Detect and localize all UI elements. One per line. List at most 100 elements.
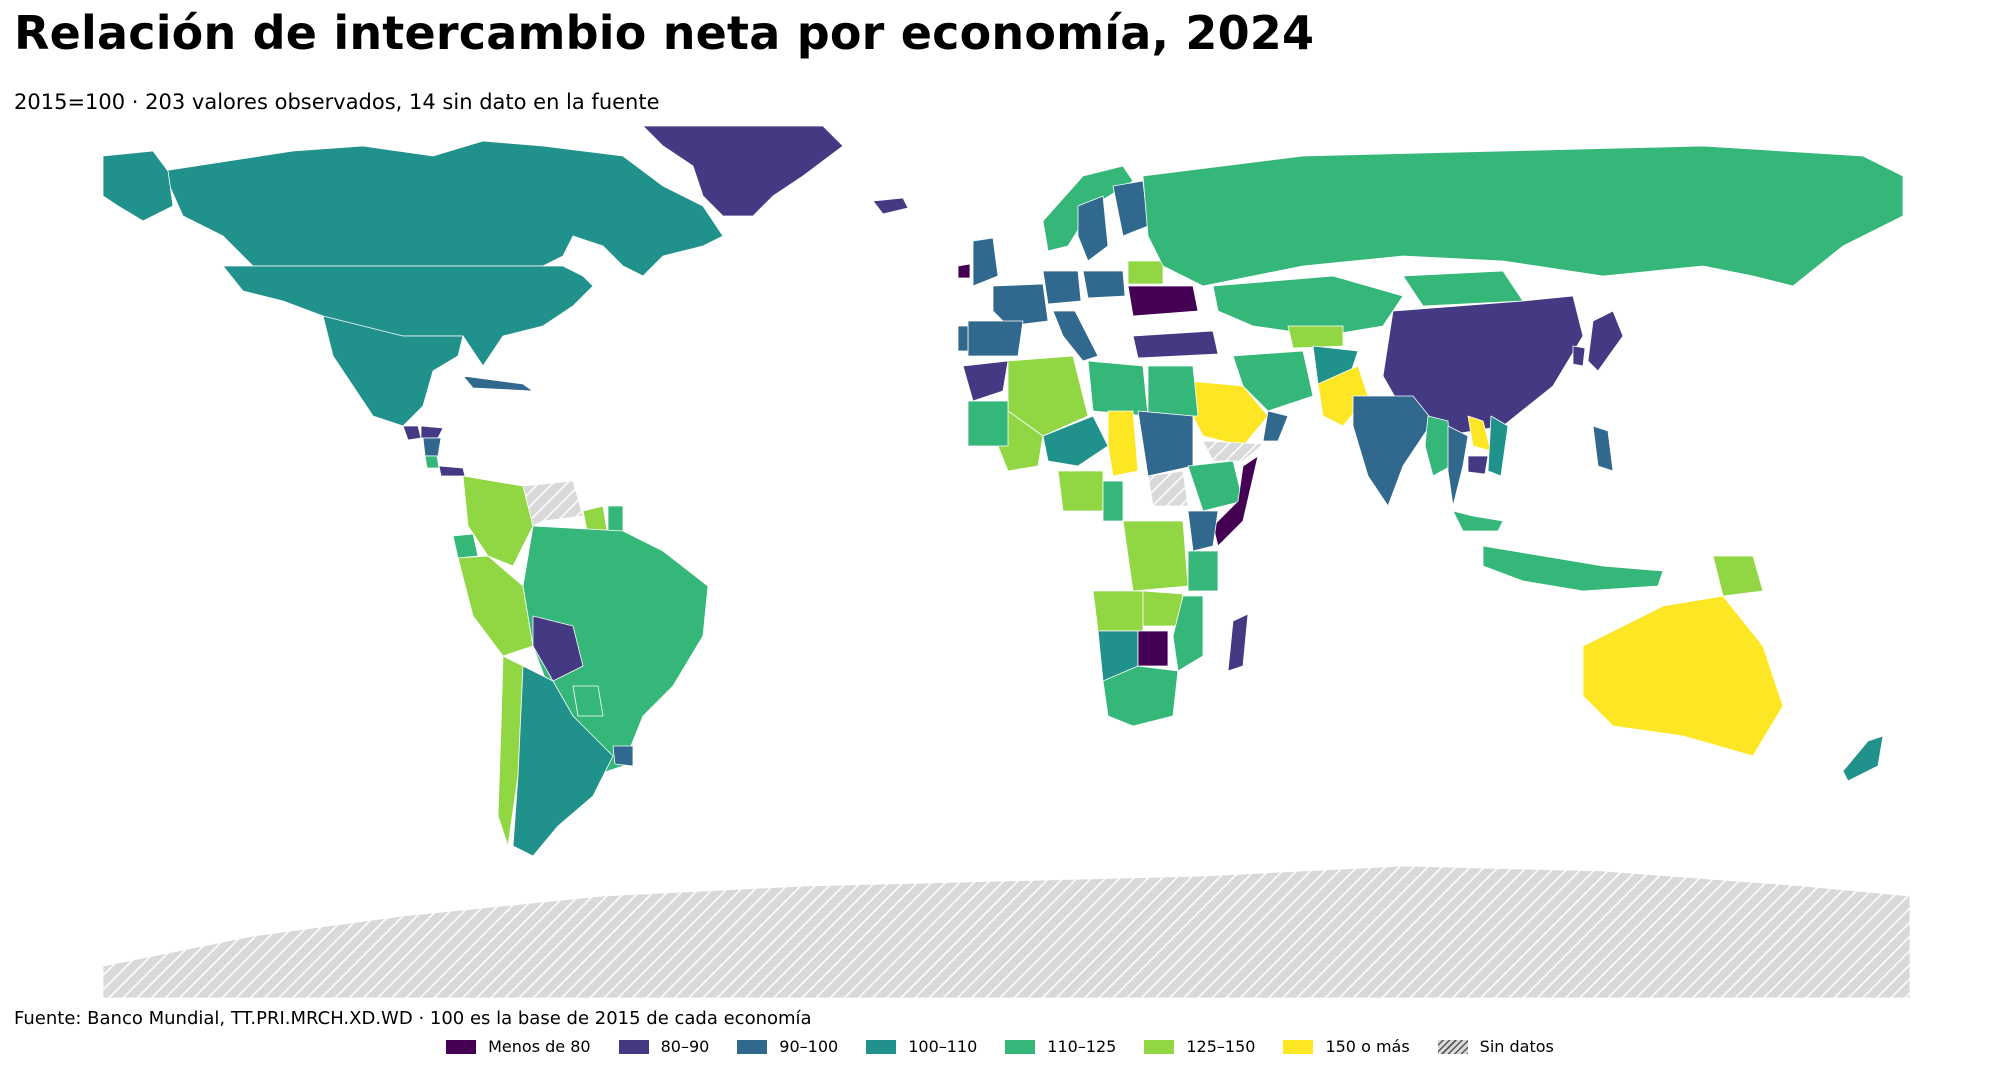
map-region-japan (1587, 310, 1624, 372)
map-region-mozambique (1172, 595, 1204, 672)
source-note: Fuente: Banco Mundial, TT.PRI.MRCH.XD.WD… (14, 1008, 812, 1029)
map-region-belarus (1127, 260, 1164, 285)
map-region-argentina (512, 665, 614, 857)
legend-label: 125–150 (1186, 1037, 1256, 1056)
map-region-ireland (957, 263, 971, 279)
map-region-ukraine (1127, 285, 1199, 317)
map-region-sudan (1137, 410, 1194, 477)
map-region-australia (1582, 595, 1784, 757)
map-region-niger (1042, 415, 1109, 467)
legend-label: Sin datos (1479, 1037, 1554, 1056)
map-region-dr-congo (1122, 520, 1189, 592)
legend-label: 80–90 (660, 1037, 710, 1056)
map-region-united-kingdom (972, 237, 999, 287)
map-region-thailand (1447, 425, 1469, 507)
map-region-united-states (222, 265, 594, 367)
map-region-malaysia (1452, 510, 1504, 532)
map-region-morocco (962, 360, 1009, 402)
legend-item: 150 o más (1283, 1037, 1410, 1056)
legend-item: 80–90 (618, 1037, 710, 1056)
map-region-france (992, 283, 1049, 327)
map-region-kazakhstan (1212, 275, 1404, 337)
map-region-antarctica (103, 865, 1910, 998)
map-region-botswana (1137, 630, 1169, 667)
map-region-egypt (1147, 365, 1199, 417)
map-region-yemen (1202, 440, 1264, 462)
map-region-nicaragua (422, 437, 442, 457)
map-region-chad (1107, 410, 1139, 477)
map-region-turkey (1132, 330, 1219, 359)
map-region-iceland (872, 197, 909, 215)
map-region-madagascar (1227, 613, 1249, 672)
map-region-poland (1082, 270, 1126, 299)
map-region-papua-new-guinea (1712, 555, 1764, 597)
map-region-china (1382, 295, 1584, 437)
map-region-south-korea (1572, 345, 1586, 367)
map-region-greenland (642, 126, 844, 217)
legend-swatch (446, 1039, 477, 1054)
map-region-iran (1232, 350, 1314, 412)
map-region-new-zealand (1842, 735, 1884, 782)
map-region-uzbekistan (1287, 325, 1344, 349)
map-region-honduras (420, 425, 444, 439)
map-region-south-sudan (1147, 470, 1189, 507)
map-region-paraguay (572, 685, 604, 717)
map-region-cuba (462, 375, 534, 392)
map-region-vietnam (1487, 415, 1509, 477)
map-region-sweden (1077, 195, 1109, 262)
legend-swatch (1005, 1039, 1036, 1054)
map-region-germany (1042, 270, 1082, 305)
legend-item: 100–110 (866, 1037, 977, 1056)
map-region-philippines (1592, 425, 1614, 472)
map-region-peru (457, 555, 534, 657)
map-region-indonesia (1482, 545, 1664, 592)
legend-label: Menos de 80 (488, 1037, 591, 1056)
map-region-finland (1112, 180, 1149, 237)
map-region-mexico (322, 315, 464, 427)
chart-title: Relación de intercambio neta por economí… (14, 6, 1315, 60)
map-region-mongolia (1402, 270, 1524, 307)
legend-item: Sin datos (1437, 1037, 1554, 1056)
map-region-ecuador (452, 533, 479, 559)
legend-swatch (737, 1039, 768, 1054)
map-region-uruguay (612, 745, 634, 767)
legend-label: 100–110 (908, 1037, 978, 1056)
legend-item: 110–125 (1005, 1037, 1116, 1056)
world-map (103, 126, 1910, 998)
map-region-alaska (103, 150, 174, 222)
map-region-panama (438, 465, 466, 477)
chart-subtitle: 2015=100 · 203 valores observados, 14 si… (14, 90, 660, 114)
legend-swatch (1437, 1039, 1468, 1054)
map-region-russia (1142, 145, 1904, 287)
map-region-venezuela (522, 480, 584, 527)
legend-swatch (1283, 1039, 1314, 1054)
map-region-guatemala (402, 425, 422, 441)
map-region-spain (967, 320, 1024, 357)
legend-item: 125–150 (1144, 1037, 1255, 1056)
map-region-italy (1052, 310, 1099, 362)
map-region-oman (1262, 410, 1289, 442)
map-region-somalia (1212, 455, 1259, 547)
map-region-south-africa (1102, 665, 1179, 727)
legend-item: 90–100 (737, 1037, 838, 1056)
map-region-portugal (957, 325, 969, 352)
map-region-libya (1087, 360, 1149, 417)
legend-item: Menos de 80 (446, 1037, 591, 1056)
map-region-tanzania (1187, 550, 1219, 592)
legend-label: 90–100 (779, 1037, 839, 1056)
map-region-india (1352, 395, 1434, 507)
map-region-canada (162, 140, 724, 277)
map-region-suriname (607, 505, 624, 532)
legend-label: 110–125 (1047, 1037, 1117, 1056)
legend: Menos de 80 80–90 90–100 100–110 110–125 125–… (0, 1037, 2000, 1056)
map-region-cambodia (1467, 455, 1489, 475)
map-region-kenya (1187, 510, 1219, 552)
map-region-bolivia (532, 615, 584, 682)
map-region-myanmar (1424, 415, 1452, 477)
legend-swatch (866, 1039, 897, 1054)
map-region-angola (1092, 590, 1144, 632)
map-region-mauritania (967, 400, 1009, 447)
map-region-cameroon (1102, 480, 1124, 522)
legend-swatch (618, 1039, 649, 1054)
map-region-costa-rica (424, 455, 440, 469)
